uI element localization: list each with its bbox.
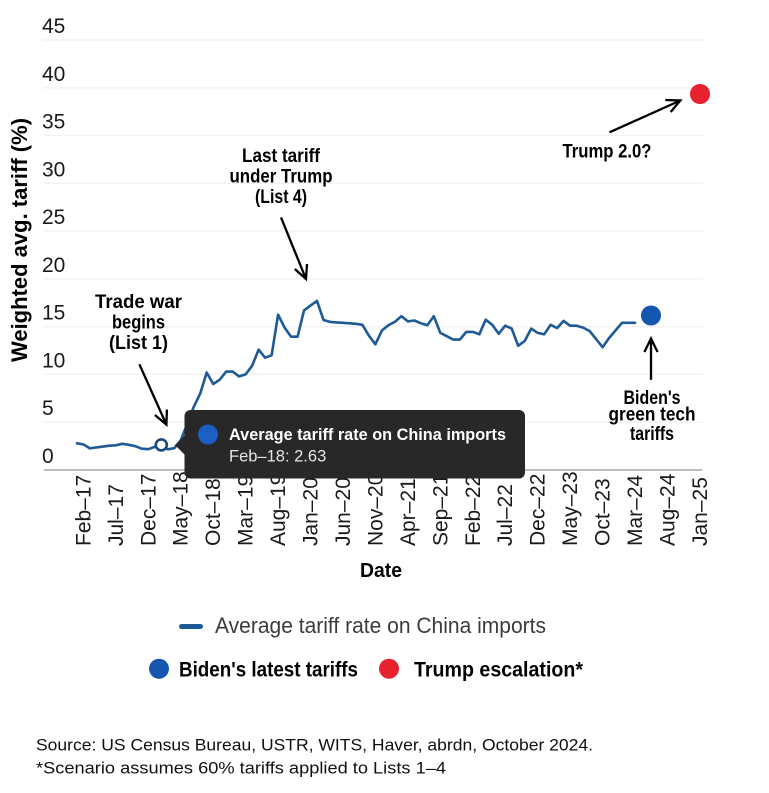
svg-text:10: 10 [42,349,65,372]
svg-text:Date: Date [360,560,402,582]
svg-text:Feb–18: 2.63: Feb–18: 2.63 [229,448,326,466]
svg-text:40: 40 [42,63,65,86]
svg-text:35: 35 [42,111,65,134]
svg-text:begins: begins [112,313,165,334]
svg-text:25: 25 [42,206,65,229]
svg-text:green tech: green tech [609,405,696,426]
svg-text:Trump 2.0?: Trump 2.0? [563,142,652,163]
svg-text:*Scenario assumes 60% tariffs: *Scenario assumes 60% tariffs applied to… [36,760,446,778]
svg-text:5: 5 [42,397,54,420]
svg-text:30: 30 [42,158,65,181]
svg-text:20: 20 [42,254,65,277]
svg-text:Oct–18: Oct–18 [202,478,225,546]
svg-text:May–23: May–23 [559,471,582,546]
svg-text:May–18: May–18 [170,471,193,546]
svg-text:Jan–20: Jan–20 [300,477,323,546]
svg-text:Aug–24: Aug–24 [657,473,680,546]
svg-text:Dec–17: Dec–17 [137,474,160,546]
svg-text:Biden's: Biden's [624,388,681,409]
svg-text:Last tariff: Last tariff [242,146,321,167]
svg-text:Mar–19: Mar–19 [235,475,258,546]
svg-text:15: 15 [42,302,65,325]
svg-text:Jan–25: Jan–25 [689,477,712,546]
svg-text:0: 0 [42,445,54,468]
svg-text:Weighted avg. tariff (%): Weighted avg. tariff (%) [7,118,32,362]
svg-text:Average tariff rate on China i: Average tariff rate on China imports [215,613,546,638]
svg-text:Jul–22: Jul–22 [494,484,517,546]
svg-text:Dec–22: Dec–22 [527,474,550,546]
svg-text:Average tariff rate on China i: Average tariff rate on China imports [229,426,506,444]
svg-text:Oct–23: Oct–23 [592,478,615,546]
svg-text:under Trump: under Trump [230,167,333,188]
svg-text:Source: US Census Bureau, USTR: Source: US Census Bureau, USTR, WITS, Ha… [36,737,593,755]
svg-text:Trade war: Trade war [95,292,183,313]
svg-text:(List 1): (List 1) [109,333,168,354]
svg-text:Jul–17: Jul–17 [105,484,128,546]
svg-text:Aug–19: Aug–19 [267,474,290,546]
svg-text:Mar–24: Mar–24 [624,474,647,546]
svg-text:Feb–22: Feb–22 [462,475,485,546]
svg-text:Trump escalation*: Trump escalation* [414,659,584,682]
svg-text:Feb–17: Feb–17 [72,475,95,546]
svg-text:Sep–21: Sep–21 [429,474,452,546]
svg-text:Nov–20: Nov–20 [364,474,387,546]
svg-text:Apr–21: Apr–21 [397,478,420,546]
svg-text:45: 45 [42,15,65,38]
svg-text:Biden's latest tariffs: Biden's latest tariffs [179,659,358,682]
svg-text:(List 4): (List 4) [255,187,307,208]
svg-text:tariffs: tariffs [630,424,674,445]
svg-text:Jun–20: Jun–20 [332,477,355,546]
